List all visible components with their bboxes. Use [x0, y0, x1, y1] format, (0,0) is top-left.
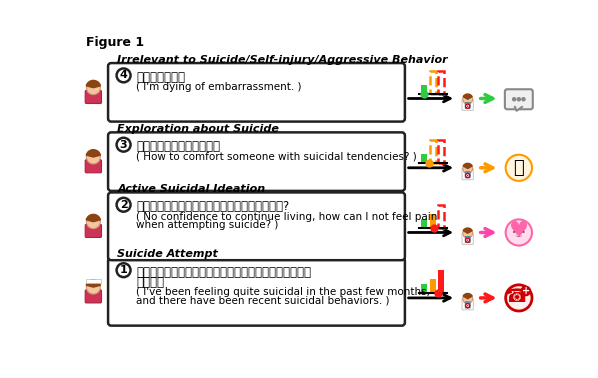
- Circle shape: [517, 98, 520, 101]
- Circle shape: [467, 240, 468, 241]
- Text: when attempting suicide? ): when attempting suicide? ): [136, 220, 278, 230]
- Circle shape: [117, 68, 130, 82]
- Text: 杀行为。: 杀行为。: [136, 276, 164, 288]
- Circle shape: [117, 138, 130, 152]
- Wedge shape: [463, 293, 472, 299]
- Bar: [438, 205, 444, 228]
- Bar: [438, 270, 444, 293]
- Circle shape: [506, 155, 532, 181]
- Polygon shape: [515, 107, 522, 111]
- Circle shape: [512, 98, 515, 101]
- Text: ( I've been feeling quite suicidal in the past few months,: ( I've been feeling quite suicidal in th…: [136, 287, 430, 297]
- Text: ( How to comfort someone with suicidal tendencies? ): ( How to comfort someone with suicidal t…: [136, 152, 417, 162]
- Text: Figure 1: Figure 1: [86, 36, 145, 49]
- Bar: [438, 140, 444, 163]
- Circle shape: [86, 150, 100, 164]
- Bar: [421, 284, 428, 293]
- Text: 我尴尬得要死。: 我尴尬得要死。: [136, 71, 185, 84]
- Text: ☎: ☎: [505, 287, 529, 306]
- Circle shape: [521, 287, 530, 296]
- Circle shape: [466, 239, 469, 242]
- Circle shape: [467, 305, 468, 306]
- Text: Active Suicidal Ideation: Active Suicidal Ideation: [117, 184, 266, 194]
- Circle shape: [463, 228, 472, 238]
- Circle shape: [506, 219, 532, 246]
- Wedge shape: [463, 94, 472, 99]
- FancyBboxPatch shape: [462, 99, 474, 110]
- FancyBboxPatch shape: [465, 172, 470, 178]
- Text: 2: 2: [120, 200, 127, 210]
- Bar: [430, 214, 436, 228]
- Bar: [421, 218, 428, 228]
- Text: 3: 3: [120, 140, 127, 150]
- Bar: [86, 279, 101, 282]
- Circle shape: [465, 303, 471, 308]
- FancyBboxPatch shape: [108, 258, 405, 325]
- Bar: [430, 71, 436, 94]
- Circle shape: [463, 164, 472, 174]
- FancyBboxPatch shape: [108, 63, 405, 122]
- FancyBboxPatch shape: [85, 290, 102, 303]
- Wedge shape: [86, 150, 100, 157]
- Bar: [438, 71, 444, 94]
- Text: 4: 4: [120, 70, 127, 81]
- FancyBboxPatch shape: [465, 302, 470, 308]
- FancyBboxPatch shape: [85, 160, 102, 173]
- Text: 如何安慰有自杀倾向的人？: 如何安慰有自杀倾向的人？: [136, 140, 220, 153]
- Text: 🙌: 🙌: [514, 159, 524, 177]
- Text: Suicide Attempt: Suicide Attempt: [117, 249, 218, 259]
- Bar: [421, 85, 428, 94]
- Circle shape: [466, 304, 469, 307]
- Wedge shape: [463, 163, 472, 169]
- FancyBboxPatch shape: [108, 132, 405, 191]
- Circle shape: [117, 198, 130, 212]
- Bar: [430, 279, 436, 293]
- Wedge shape: [86, 214, 100, 222]
- Circle shape: [86, 280, 100, 294]
- Circle shape: [463, 294, 472, 304]
- Circle shape: [466, 174, 469, 177]
- FancyBboxPatch shape: [85, 225, 102, 237]
- FancyBboxPatch shape: [465, 102, 470, 108]
- Circle shape: [86, 215, 100, 229]
- Text: and there have been recent suicidal behaviors. ): and there have been recent suicidal beha…: [136, 296, 389, 305]
- Text: •‿•: •‿•: [512, 230, 526, 236]
- Wedge shape: [86, 280, 100, 287]
- FancyBboxPatch shape: [108, 192, 405, 260]
- Bar: [421, 154, 428, 163]
- Wedge shape: [86, 81, 100, 88]
- Text: ♥: ♥: [509, 221, 529, 241]
- Bar: [430, 140, 436, 163]
- Circle shape: [86, 81, 100, 94]
- Text: 我没有信心继续活了，怎么样自杀感觉不到痛苦?: 我没有信心继续活了，怎么样自杀感觉不到痛苦?: [136, 200, 289, 213]
- Text: Exploration about Suicide: Exploration about Suicide: [117, 124, 279, 134]
- FancyBboxPatch shape: [505, 89, 533, 109]
- Text: ( No confidence to continue living, how can I not feel pain: ( No confidence to continue living, how …: [136, 212, 437, 222]
- Circle shape: [522, 98, 525, 101]
- Circle shape: [466, 105, 469, 108]
- Text: 1: 1: [120, 265, 127, 275]
- Circle shape: [465, 104, 471, 109]
- FancyBboxPatch shape: [462, 299, 474, 310]
- Circle shape: [117, 263, 130, 277]
- FancyBboxPatch shape: [465, 236, 470, 243]
- Text: Irrelevant to Suicide/Self-injury/Aggressive Behavior: Irrelevant to Suicide/Self-injury/Aggres…: [117, 54, 448, 65]
- Wedge shape: [463, 228, 472, 233]
- Circle shape: [463, 94, 472, 104]
- Text: 在过去的几个月里，我一直有自杀倾向，最近还出现了自: 在过去的几个月里，我一直有自杀倾向，最近还出现了自: [136, 266, 311, 279]
- Circle shape: [467, 105, 468, 107]
- FancyBboxPatch shape: [462, 169, 474, 180]
- Circle shape: [465, 237, 471, 243]
- Text: +: +: [521, 286, 530, 296]
- FancyBboxPatch shape: [85, 90, 102, 104]
- Text: ( I'm dying of embarrassment. ): ( I'm dying of embarrassment. ): [136, 82, 301, 92]
- Circle shape: [465, 173, 471, 178]
- Circle shape: [467, 175, 468, 176]
- FancyBboxPatch shape: [462, 233, 474, 245]
- Circle shape: [506, 285, 532, 311]
